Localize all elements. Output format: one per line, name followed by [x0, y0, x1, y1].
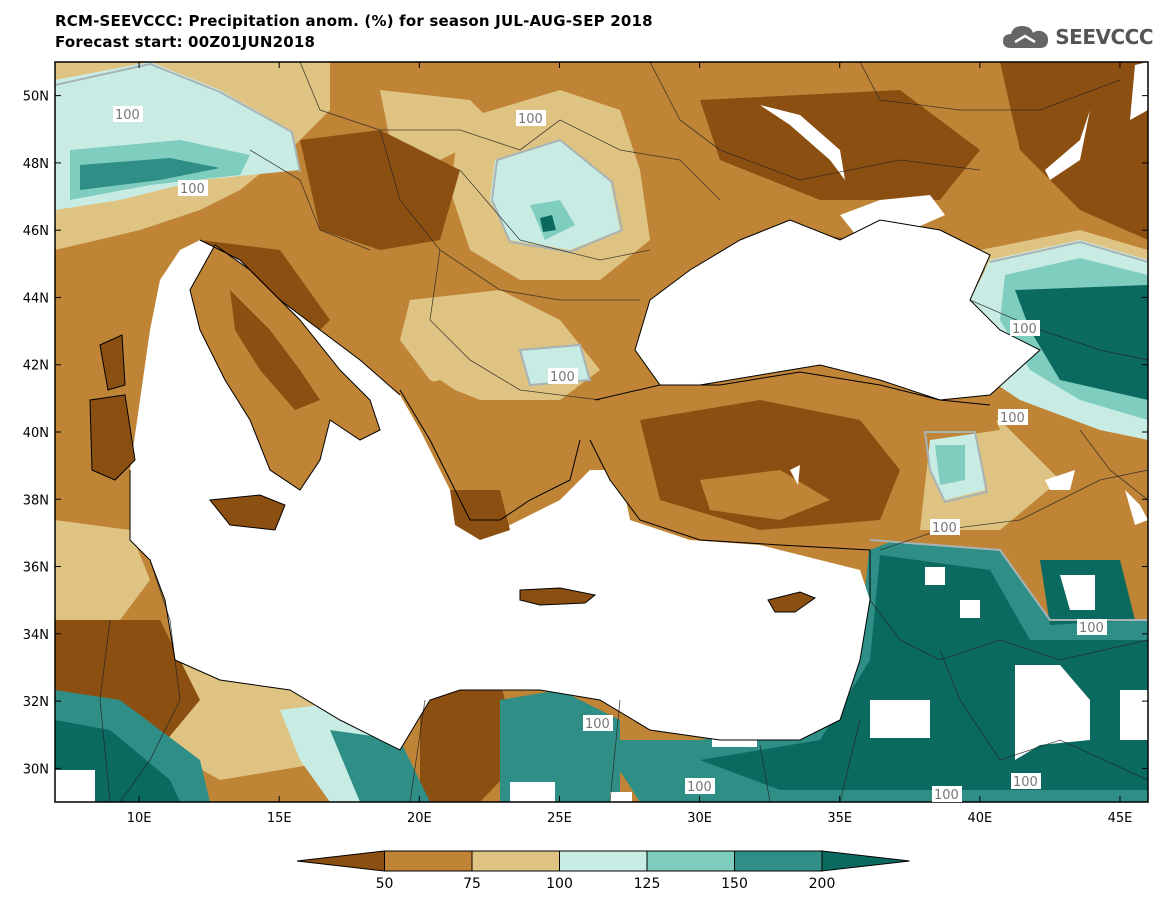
- lon-tick-label: 15E: [267, 811, 292, 826]
- colorbar-segment: [559, 850, 648, 872]
- contour-label: 100: [998, 409, 1028, 426]
- lat-tick-label: 38N: [23, 493, 49, 508]
- colorbar-segment: [646, 850, 735, 872]
- cloud-icon: [1003, 26, 1049, 48]
- lat-tick-label: 30N: [23, 762, 49, 777]
- lat-tick-label: 50N: [23, 90, 49, 105]
- svg-text:100: 100: [180, 182, 205, 197]
- forecast-start-label: Forecast start: 00Z01JUN2018: [55, 33, 316, 51]
- lat-tick-label: 42N: [23, 359, 49, 374]
- anomaly-field: [55, 62, 1148, 802]
- latitude-axis: 50N 48N 46N 44N 42N 40N 38N 36N 34N 32N 30N: [23, 90, 1148, 777]
- contour-label: 100: [548, 368, 578, 385]
- contour-label: 100: [583, 715, 613, 732]
- colorbar: 50 75 100 125 150 200: [296, 850, 910, 892]
- contour-label: 100: [1010, 320, 1040, 337]
- svg-text:100: 100: [687, 780, 712, 795]
- colorbar-segment: [384, 850, 473, 872]
- svg-text:100: 100: [518, 112, 543, 127]
- contour-label: 100: [1011, 773, 1041, 790]
- colorbar-segment: [734, 850, 823, 872]
- svg-text:100: 100: [1012, 322, 1037, 337]
- lat-tick-label: 40N: [23, 426, 49, 441]
- lat-tick-label: 36N: [23, 561, 49, 576]
- lat-tick-label: 46N: [23, 224, 49, 239]
- svg-text:100: 100: [1013, 775, 1038, 790]
- colorbar-label: 150: [721, 876, 748, 892]
- lat-tick-label: 44N: [23, 291, 49, 306]
- logo-text: SEEVCCC: [1055, 25, 1153, 49]
- svg-text:100: 100: [1079, 621, 1104, 636]
- seevccc-logo: SEEVCCC: [1001, 22, 1153, 52]
- lon-tick-label: 45E: [1108, 811, 1133, 826]
- lat-tick-label: 48N: [23, 157, 49, 172]
- colorbar-label: 125: [634, 876, 661, 892]
- contour-label: 100: [1077, 619, 1107, 636]
- colorbar-label: 50: [376, 876, 394, 892]
- colorbar-label: 75: [463, 876, 481, 892]
- lon-tick-label: 25E: [547, 811, 572, 826]
- contour-label: 100: [113, 106, 143, 123]
- svg-text:100: 100: [932, 521, 957, 536]
- contour-label: 100: [178, 180, 208, 197]
- colorbar-segment: [296, 850, 385, 872]
- svg-text:100: 100: [585, 717, 610, 732]
- lon-tick-label: 35E: [827, 811, 852, 826]
- colorbar-label: 100: [546, 876, 573, 892]
- map-title: RCM-SEEVCCC: Precipitation anom. (%) for…: [55, 12, 653, 30]
- contour-label: 100: [516, 110, 546, 127]
- svg-text:100: 100: [1000, 411, 1025, 426]
- colorbar-segment: [471, 850, 560, 872]
- svg-text:100: 100: [550, 370, 575, 385]
- svg-text:100: 100: [115, 108, 140, 123]
- lon-tick-label: 30E: [687, 811, 712, 826]
- lon-tick-label: 10E: [127, 811, 152, 826]
- lon-tick-label: 20E: [407, 811, 432, 826]
- svg-text:100: 100: [934, 788, 959, 803]
- colorbar-label: 200: [809, 876, 836, 892]
- contour-labels: 100 100 100 100 100 100 100 100 100 100 …: [113, 106, 1107, 803]
- lat-tick-label: 34N: [23, 628, 49, 643]
- contour-label: 100: [685, 778, 715, 795]
- lon-tick-label: 40E: [967, 811, 992, 826]
- contour-label: 100: [932, 786, 962, 803]
- contour-label: 100: [930, 519, 960, 536]
- lat-tick-label: 32N: [23, 695, 49, 710]
- colorbar-segment: [821, 850, 910, 872]
- longitude-axis: 10E 15E 20E 25E 30E 35E 40E 45E: [127, 62, 1133, 826]
